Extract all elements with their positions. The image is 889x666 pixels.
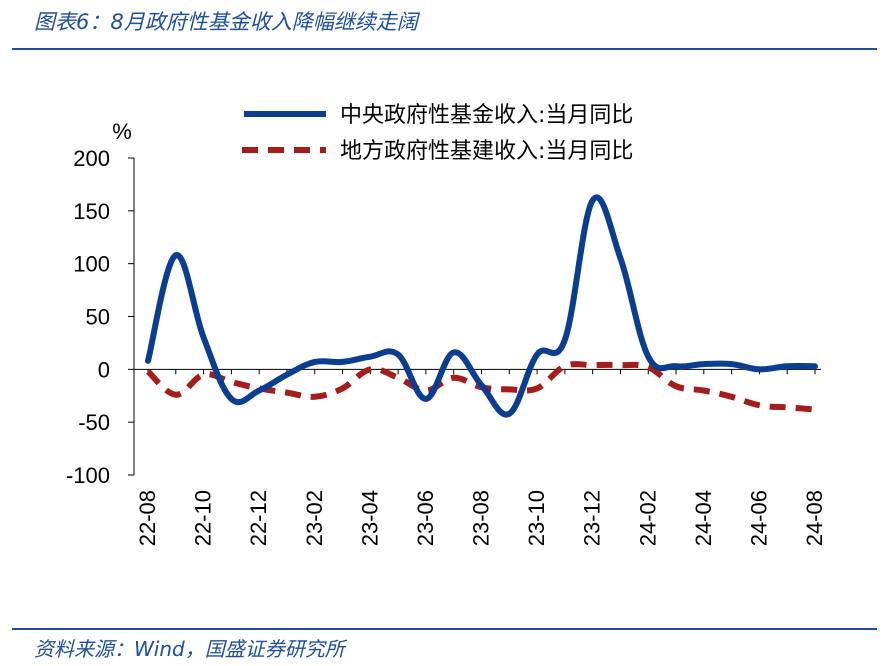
x-tick-label: 23-08 bbox=[469, 490, 494, 546]
x-tick-label: 23-10 bbox=[524, 490, 549, 546]
y-tick-label: 100 bbox=[73, 252, 110, 277]
source-divider bbox=[12, 628, 877, 630]
series-line-central bbox=[145, 194, 818, 418]
y-tick-label: 50 bbox=[86, 305, 110, 330]
y-axis-unit-label: % bbox=[112, 119, 132, 144]
x-tick-label: 23-02 bbox=[302, 490, 327, 546]
title-divider bbox=[12, 48, 877, 50]
x-tick-label: 22-12 bbox=[246, 490, 271, 546]
x-tick-label: 24-06 bbox=[746, 490, 771, 546]
figure-title: 图表6：8月政府性基金收入降幅继续走阔 bbox=[34, 10, 418, 34]
y-tick-label: -100 bbox=[66, 463, 110, 488]
chart-lines bbox=[145, 194, 818, 418]
legend-label: 中央政府性基金收入:当月同比 bbox=[340, 103, 633, 128]
x-tick-label: 24-04 bbox=[691, 490, 716, 546]
x-tick-label: 24-08 bbox=[802, 490, 827, 546]
chart-axes bbox=[133, 158, 821, 475]
x-tick-label: 24-02 bbox=[635, 490, 660, 546]
x-tick-label: 22-08 bbox=[135, 490, 160, 546]
source-note: 资料来源：Wind，国盛证券研究所 bbox=[34, 637, 345, 661]
y-tick-label: 150 bbox=[73, 199, 110, 224]
chart-ticks: 200 150 100 50 0 -50 -100 22-08 22-10 22-12 23-02 2… bbox=[66, 146, 827, 546]
x-tick-label: 23-12 bbox=[580, 490, 605, 546]
x-tick-label: 23-04 bbox=[357, 490, 382, 546]
legend-label: 地方政府性基建收入:当月同比 bbox=[340, 139, 633, 164]
x-tick-label: 23-06 bbox=[413, 490, 438, 546]
x-tick-label: 22-10 bbox=[191, 490, 216, 546]
y-tick-label: 200 bbox=[73, 146, 110, 171]
y-tick-label: -50 bbox=[78, 410, 110, 435]
y-tick-label: 0 bbox=[98, 357, 110, 382]
